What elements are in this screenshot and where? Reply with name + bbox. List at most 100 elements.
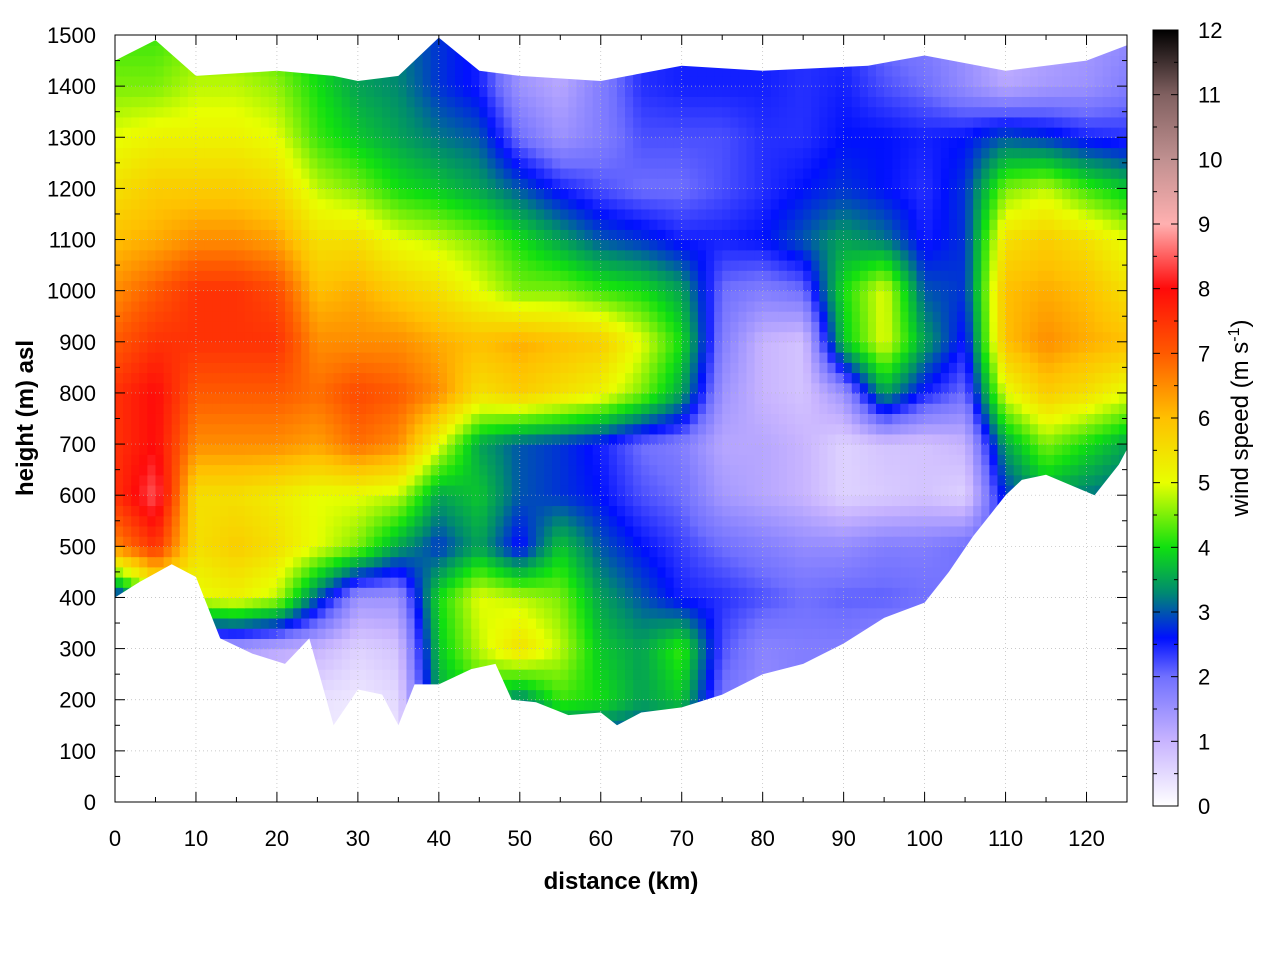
field-cell <box>746 423 756 435</box>
field-cell <box>1037 433 1047 445</box>
field-cell <box>665 597 675 609</box>
field-cell <box>535 454 545 466</box>
field-cell <box>471 505 480 517</box>
field-cell <box>527 669 537 680</box>
field-cell <box>333 515 343 527</box>
field-cell <box>268 607 278 619</box>
field-cell <box>430 484 440 496</box>
field-cell <box>616 454 626 466</box>
field-cell <box>681 546 691 558</box>
field-cell <box>956 403 966 414</box>
field-cell <box>641 699 650 711</box>
field-cell <box>527 536 537 547</box>
field-cell <box>463 607 472 619</box>
field-cell <box>479 648 489 660</box>
field-cell <box>908 587 918 599</box>
field-cell <box>948 505 958 517</box>
field-cell <box>301 607 310 619</box>
field-cell <box>697 444 707 455</box>
field-cell <box>714 679 723 691</box>
field-cell <box>608 566 618 578</box>
field-cell <box>463 433 472 445</box>
field-cell <box>552 628 561 639</box>
field-cell <box>147 423 157 435</box>
field-cell <box>123 556 132 568</box>
field-cell <box>163 505 173 517</box>
field-cell <box>406 556 416 568</box>
field-cell <box>608 474 618 486</box>
field-cell <box>446 648 456 660</box>
field-cell <box>900 403 910 414</box>
field-cell <box>681 423 691 435</box>
field-cell <box>511 505 521 517</box>
field-cell <box>560 679 569 691</box>
field-cell <box>722 413 731 425</box>
field-cell <box>803 392 812 404</box>
field-cell <box>276 484 286 496</box>
field-cell <box>479 403 489 414</box>
field-cell <box>293 546 302 558</box>
field-cell <box>811 454 820 466</box>
field-cell <box>981 444 990 455</box>
field-cell <box>495 403 505 414</box>
field-cell <box>795 392 804 404</box>
field-cell <box>212 617 221 629</box>
field-cell <box>382 495 391 507</box>
field-cell <box>965 484 974 496</box>
field-cell <box>1070 444 1080 455</box>
field-cell <box>301 495 310 507</box>
field-cell <box>519 546 529 558</box>
field-cell <box>924 392 934 404</box>
field-cell <box>916 495 926 507</box>
field-cell <box>552 423 561 435</box>
field-cell <box>924 515 934 527</box>
field-cell <box>762 515 772 527</box>
field-cell <box>382 454 391 466</box>
field-cell <box>681 587 691 599</box>
field-cell <box>778 484 788 496</box>
field-cell <box>819 546 829 558</box>
field-cell <box>803 403 812 414</box>
field-cell <box>341 454 351 466</box>
field-cell <box>811 484 820 496</box>
field-cell <box>527 413 537 425</box>
field-cell <box>123 433 132 445</box>
field-cell <box>406 597 416 609</box>
field-cell <box>487 423 497 435</box>
field-cell <box>414 617 424 629</box>
field-cell <box>730 556 739 568</box>
field-cell <box>519 474 529 486</box>
field-cell <box>131 495 140 507</box>
field-cell <box>544 566 553 578</box>
field-cell <box>293 403 302 414</box>
field-cell <box>795 505 804 517</box>
field-cell <box>657 505 667 517</box>
field-cell <box>357 403 367 414</box>
field-cell <box>738 484 748 496</box>
field-cell <box>382 577 391 588</box>
field-cell <box>665 525 675 537</box>
field-cell <box>179 433 189 445</box>
field-cell <box>608 577 618 588</box>
field-cell <box>811 464 820 476</box>
field-cell <box>568 577 578 588</box>
field-cell <box>455 423 464 435</box>
field-cell <box>446 515 456 527</box>
field-cell <box>665 638 675 650</box>
field-cell <box>365 515 375 527</box>
field-cell <box>1005 423 1015 435</box>
field-cell <box>770 546 780 558</box>
field-cell <box>503 413 513 425</box>
field-cell <box>147 484 157 496</box>
field-cell <box>746 617 756 629</box>
field-cell <box>155 413 165 425</box>
field-cell <box>803 566 812 578</box>
field-cell <box>325 392 335 404</box>
field-cell <box>139 423 148 435</box>
field-cell <box>1062 474 1071 486</box>
field-cell <box>706 474 715 486</box>
field-cell <box>317 525 327 537</box>
field-cell <box>722 617 731 629</box>
field-cell <box>625 403 634 414</box>
field-cell <box>438 587 448 599</box>
